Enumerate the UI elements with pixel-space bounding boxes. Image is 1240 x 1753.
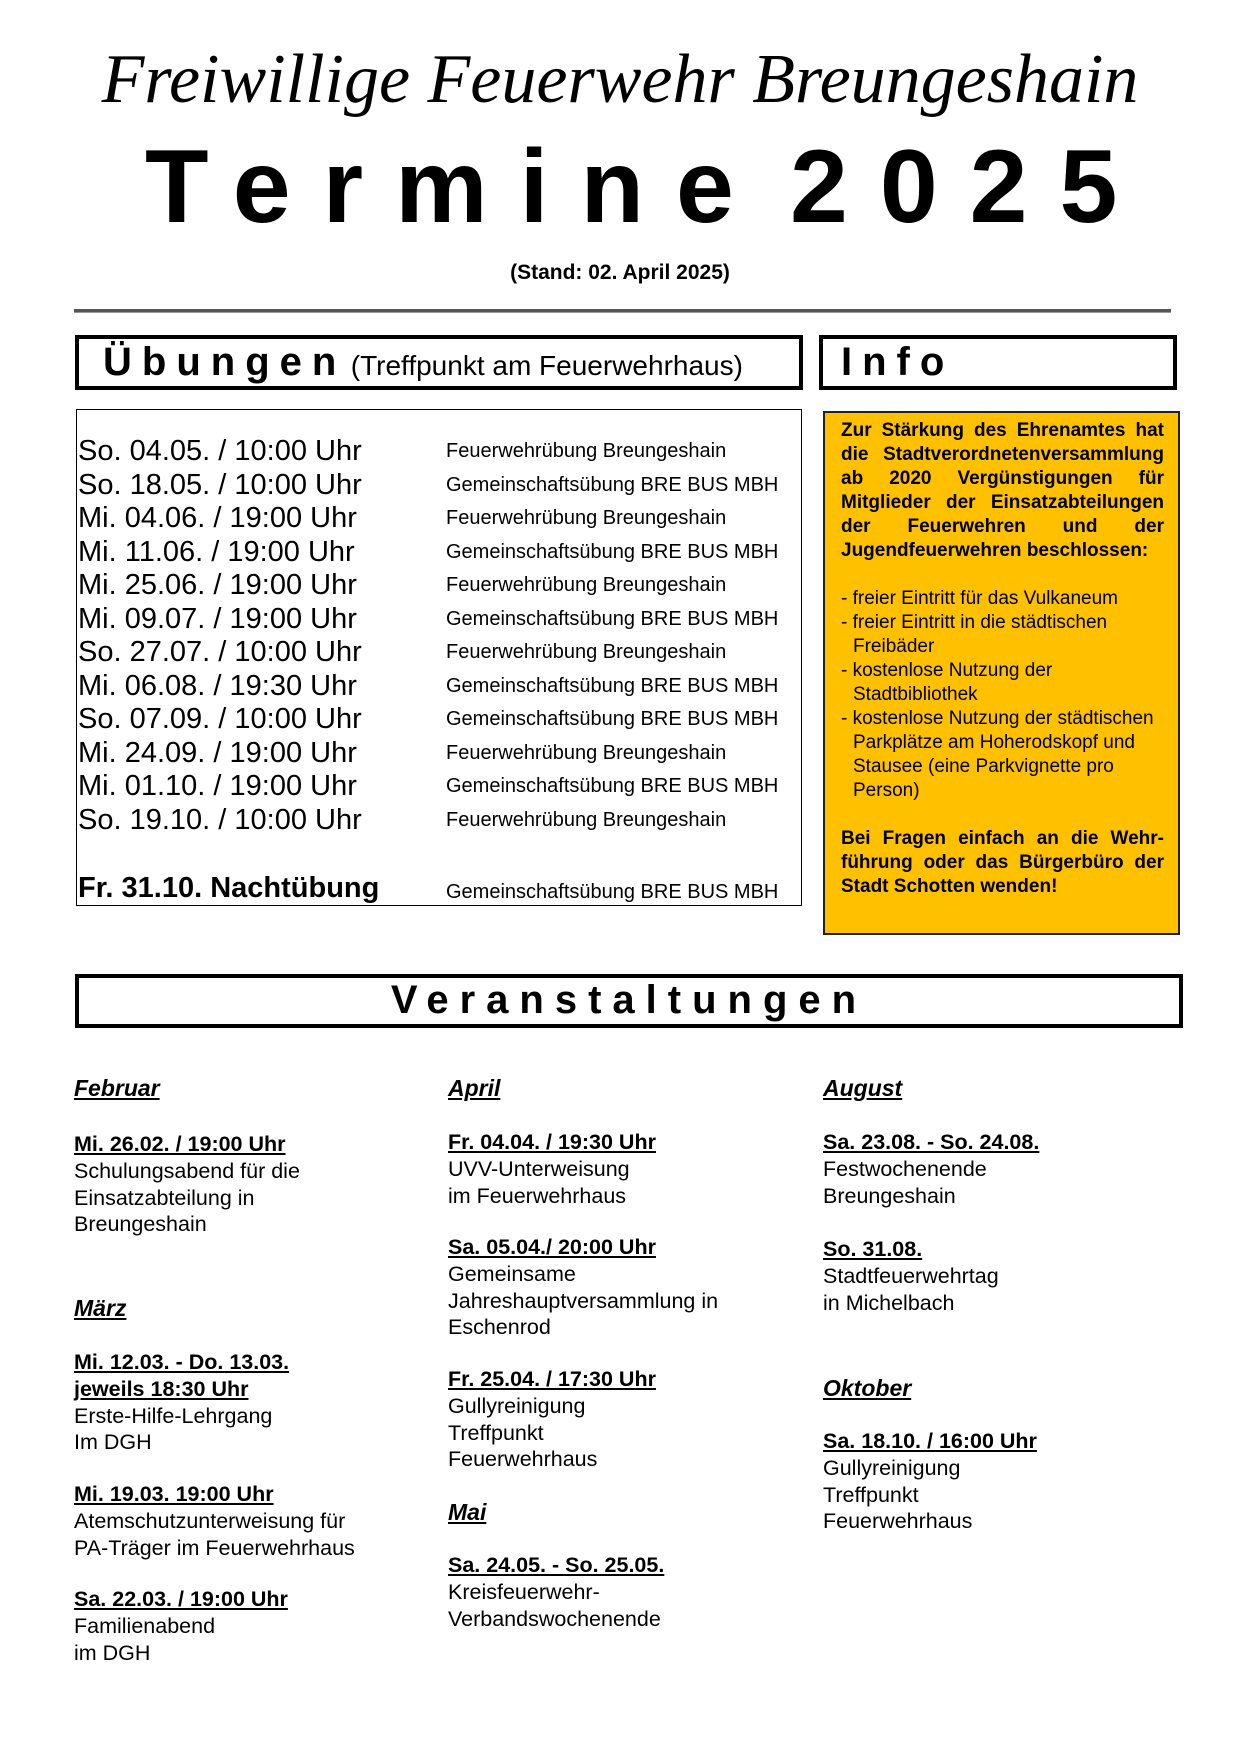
event-text: Kreisfeuerwehr- Verbandswochenende — [448, 1579, 661, 1631]
event: Sa. 22.03. / 19:00 Uhr Familienabend im D… — [74, 1586, 434, 1666]
uebungen-subtitle: (Treffpunkt am Feuerwehrhaus) — [350, 350, 743, 381]
event: Fr. 25.04. / 17:30 Uhr Gullyreinigung Tre… — [448, 1366, 808, 1473]
training-date: Mi. 09.07. / 19:00 Uhr — [78, 602, 357, 635]
training-event: Gemeinschaftsübung BRE BUS MBH — [446, 607, 779, 630]
event-text: Gullyreinigung Treffpunkt Feuerwehrhaus — [448, 1393, 598, 1472]
info-item: - freier Eintritt für das Vulkaneum — [841, 588, 1119, 609]
training-date: So. 27.07. / 10:00 Uhr — [78, 636, 362, 668]
training-event: Gemeinschaftsübung BRE BUS MBH — [446, 473, 779, 496]
event-date: Fr. 04.04. / 19:30 Uhr — [448, 1130, 656, 1154]
page-year: 2025 — [790, 129, 1150, 245]
training-event: Feuerwehrübung Breungeshain — [446, 808, 727, 831]
event-text: Erste-Hilfe-Lehrgang Im DGH — [74, 1403, 273, 1455]
month-heading: April — [448, 1075, 501, 1101]
training-date: So. 07.09. / 10:00 Uhr — [78, 703, 362, 735]
uebungen-title: Übungen — [103, 340, 347, 384]
event-date: Mi. 19.03. 19:00 Uhr — [74, 1482, 274, 1506]
training-event: Gemeinschaftsübung BRE BUS MBH — [446, 674, 779, 697]
event: Mi. 19.03. 19:00 Uhr Atemschutzunterweisu… — [74, 1481, 434, 1561]
veranstaltungen-header: Veranstaltungen — [75, 974, 1183, 1028]
event-date: Sa. 18.10. / 16:00 Uhr — [823, 1429, 1037, 1453]
event-date: Sa. 05.04./ 20:00 Uhr — [448, 1235, 656, 1259]
page-title: Termine — [145, 129, 766, 245]
month-heading: Mai — [448, 1499, 487, 1525]
uebungen-table — [76, 409, 802, 906]
month-heading: August — [823, 1075, 903, 1101]
event-text: UVV-Unterweisung im Feuerwehrhaus — [448, 1156, 630, 1208]
event: Mi. 26.02. / 19:00 Uhr Schulungsabend für… — [74, 1131, 434, 1238]
event-date: Mi. 26.02. / 19:00 Uhr — [74, 1132, 286, 1156]
divider — [74, 309, 1171, 313]
event: Sa. 05.04./ 20:00 Uhr Gemeinsame Jahresha… — [448, 1234, 808, 1341]
training-event: Feuerwehrübung Breungeshain — [446, 440, 727, 462]
training-date: So. 18.05. / 10:00 Uhr — [78, 468, 362, 501]
training-event: Gemeinschaftsübung BRE BUS MBH — [446, 540, 779, 563]
stand-date: (Stand: 02. April 2025) — [510, 261, 730, 284]
event-date: jeweils 18:30 Uhr — [74, 1376, 249, 1401]
event: Sa. 24.05. - So. 25.05. Kreisfeuerwehr- V… — [448, 1552, 808, 1632]
event-date: Sa. 24.05. - So. 25.05. — [448, 1553, 665, 1577]
info-intro: Zur Stärkung des Ehrenamtes hat die Stad… — [841, 420, 1164, 561]
event-date: Sa. 22.03. / 19:00 Uhr — [74, 1587, 288, 1611]
event-date: Fr. 25.04. / 17:30 Uhr — [448, 1367, 656, 1391]
event: Fr. 04.04. / 19:30 Uhr UVV-Unterweisung i… — [448, 1129, 808, 1209]
training-event: Feuerwehrübung Breungeshain — [446, 574, 727, 596]
event: Sa. 23.08. - So. 24.08. Festwochenende Br… — [823, 1129, 1183, 1209]
event-text: Gemeinsame Jahreshauptversammlung in Esc… — [448, 1261, 719, 1340]
training-event: Feuerwehrübung Breungeshain — [446, 741, 727, 764]
info-item: - kostenlose Nutzung der Stadtbibliothek — [841, 660, 1053, 705]
training-date: Mi. 04.06. / 19:00 Uhr — [78, 502, 357, 534]
night-training-date: Fr. 31.10. Nachtübung — [78, 872, 380, 904]
training-event: Feuerwehrübung Breungeshain — [446, 507, 727, 529]
training-date: Mi. 06.08. / 19:30 Uhr — [78, 669, 357, 702]
training-date: So. 04.05. / 10:00 Uhr — [78, 435, 362, 467]
night-training-event: Gemeinschaftsübung BRE BUS MBH — [446, 881, 779, 903]
info-list: - freier Eintritt für das Vulkaneum - fr… — [841, 587, 1164, 803]
training-date: Mi. 01.10. / 19:00 Uhr — [78, 770, 357, 802]
training-event: Feuerwehrübung Breungeshain — [446, 641, 727, 663]
info-header: Info — [819, 335, 1177, 390]
uebungen-header: Übungen (Treffpunkt am Feuerwehrhaus) — [75, 335, 803, 390]
info-item: - freier Eintritt in die städtischen Fre… — [841, 612, 1108, 657]
training-event: Gemeinschaftsübung BRE BUS MBH — [446, 708, 779, 730]
event-text: Atemschutzunterweisung für PA-Träger im … — [74, 1508, 355, 1560]
org-title: Freiwillige Feuerwehr Breungeshain — [101, 41, 1139, 118]
event-text: Festwochenende Breungeshain — [823, 1156, 987, 1208]
training-date: So. 19.10. / 10:00 Uhr — [78, 803, 362, 836]
info-box: Zur Stärkung des Ehrenamtes hat die Stad… — [823, 411, 1180, 935]
info-outro: Bei Fragen einfach an die Wehr­führung o… — [841, 828, 1164, 897]
month-heading: Februar — [74, 1075, 160, 1101]
event: Sa. 18.10. / 16:00 Uhr Gullyreinigung Tre… — [823, 1428, 1183, 1535]
month-heading: Oktober — [823, 1375, 912, 1401]
event-date: So. 31.08. — [823, 1237, 923, 1261]
event-date: Mi. 12.03. - Do. 13.03. — [74, 1350, 290, 1374]
event: So. 31.08. Stadtfeuerwehrtag in Michelbac… — [823, 1236, 1183, 1316]
event-date: Sa. 23.08. - So. 24.08. — [823, 1130, 1040, 1154]
info-item: - kostenlose Nutzung der städtischen Par… — [841, 708, 1154, 801]
training-date: Mi. 24.09. / 19:00 Uhr — [78, 736, 357, 769]
info-title: Info — [841, 340, 955, 384]
training-date: Mi. 25.06. / 19:00 Uhr — [78, 569, 357, 601]
veranstaltungen-title: Veranstaltungen — [390, 978, 868, 1022]
training-date: Mi. 11.06. / 19:00 Uhr — [78, 535, 355, 568]
event: Mi. 12.03. - Do. 13.03. jeweils 18:30 Uhr… — [74, 1349, 434, 1456]
event-text: Gullyreinigung Treffpunkt Feuerwehrhaus — [823, 1455, 973, 1534]
event-text: Schulungsabend für die Einsatzabteilung … — [74, 1158, 300, 1237]
training-event: Gemeinschaftsübung BRE BUS MBH — [446, 775, 779, 797]
event-text: Familienabend im DGH — [74, 1613, 216, 1665]
event-text: Stadtfeuerwehrtag in Michelbach — [823, 1263, 999, 1315]
month-heading: März — [74, 1295, 127, 1321]
